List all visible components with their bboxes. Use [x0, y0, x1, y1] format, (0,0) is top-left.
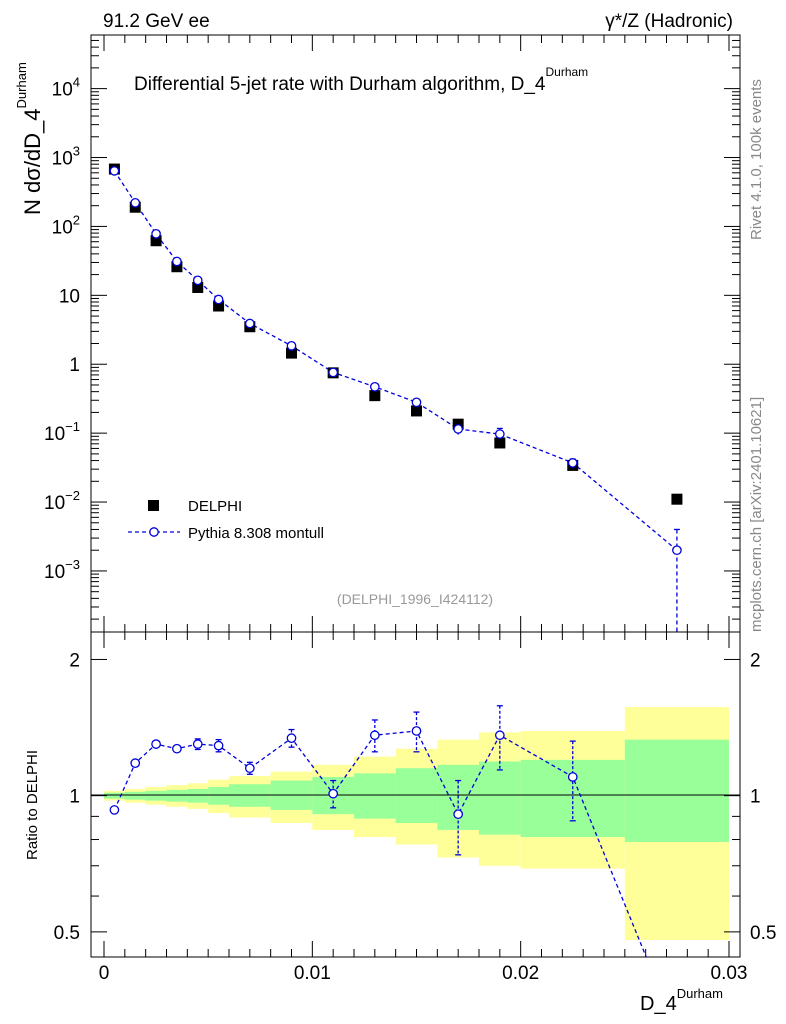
x-tick-label: 0.01: [294, 963, 331, 984]
x-axis-label-sup: Durham: [677, 986, 723, 1001]
main-y-tick-label: 10: [59, 286, 80, 307]
pythia-point: [494, 429, 505, 439]
ratio-green-band: [124, 791, 146, 800]
pythia-point: [213, 294, 224, 305]
delphi-point: [411, 405, 422, 417]
delphi-point: [213, 300, 225, 312]
x-axis-label-text: D_4: [640, 993, 677, 1015]
legend: DELPHI Pythia 8.308 montull: [128, 498, 324, 542]
main-y-tick-label: 1: [69, 355, 80, 376]
ratio-point: [130, 758, 141, 768]
ratio-point: [328, 788, 339, 799]
delphi-point: [150, 235, 162, 247]
ratio-green-band: [166, 789, 188, 802]
legend-delphi-label: DELPHI: [188, 498, 242, 515]
x-tick-label: 0.02: [502, 963, 539, 984]
process-label: γ*/Z (Hadronic): [605, 11, 733, 32]
x-tick-label: 0: [99, 963, 110, 984]
ratio-point: [244, 763, 255, 774]
pythia-point: [130, 197, 141, 208]
main-y-tick-label: 10−2: [44, 488, 80, 514]
ratio-green-band: [104, 792, 125, 799]
ratio-green-band: [229, 784, 271, 807]
main-ylabel-text: N dσ/dD_4: [20, 108, 45, 215]
ratio-point: [369, 730, 380, 741]
main-title: Differential 5-jet rate with Durham algo…: [134, 65, 588, 95]
ratio-point: [172, 743, 182, 754]
pythia-line: [113, 170, 678, 551]
main-y-tick-label: 104: [52, 75, 80, 101]
legend-pythia-marker: [149, 527, 159, 537]
ratio-green-band: [624, 739, 729, 842]
main-title-text: Differential 5-jet rate with Durham algo…: [134, 74, 546, 95]
pythia-point: [286, 340, 297, 351]
delphi-point: [192, 281, 204, 293]
main-y-tick-label: 10−1: [44, 419, 80, 445]
ratio-y-tick-label-right: 0.5: [750, 923, 776, 944]
pythia-point: [453, 424, 464, 434]
ratio-plot-frame: [90, 631, 741, 958]
ratio-y-tick-label: 1: [69, 787, 80, 808]
delphi-point: [171, 261, 183, 273]
delphi-point: [494, 437, 506, 449]
ratio-point: [453, 809, 464, 820]
pythia-point: [192, 275, 203, 286]
pythia-point: [567, 458, 578, 468]
pythia-point: [672, 545, 682, 556]
main-ylabel-sup: Durham: [14, 62, 29, 108]
ratio-point: [109, 805, 120, 815]
main-plot-frame: [90, 34, 741, 633]
main-ylabel: N dσ/dD_4Durham: [14, 62, 45, 215]
pythia-point: [244, 318, 255, 329]
ratio-green-band: [354, 773, 396, 819]
legend-delphi-marker: [148, 500, 159, 511]
delphi-point: [286, 347, 297, 359]
pythia-point: [109, 166, 120, 176]
energy-label: 91.2 GeV ee: [103, 11, 210, 32]
ratio-point: [494, 730, 505, 741]
pythia-point: [411, 397, 422, 408]
main-title-sup: Durham: [546, 65, 589, 79]
ratio-ylabel: Ratio to DELPHI: [24, 750, 41, 860]
ratio-green-band: [479, 761, 521, 835]
ratio-point: [192, 739, 203, 749]
ratio-y-tick-label-right: 2: [750, 650, 761, 671]
ratio-point: [286, 733, 297, 744]
rivet-version-label: Rivet 4.1.0, 100k events: [748, 79, 765, 240]
ratio-point: [411, 726, 422, 736]
main-y-tick-label: 102: [52, 212, 80, 238]
legend-pythia-label: Pythia 8.308 montull: [188, 525, 324, 542]
delphi-point: [369, 390, 381, 402]
pythia-point: [369, 381, 380, 392]
x-axis-label: D_4Durham: [640, 986, 723, 1015]
ratio-y-tick-label: 0.5: [54, 923, 80, 944]
pythia-point: [172, 256, 182, 267]
ratio-point: [567, 772, 578, 782]
ratio-point: [213, 740, 224, 751]
pythia-point: [328, 367, 339, 378]
pythia-point: [151, 229, 161, 239]
ratio-green-band: [208, 787, 229, 805]
ratio-green-band: [395, 768, 438, 824]
mcplots-label: mcplots.cern.ch [arXiv:2401.10621]: [748, 397, 765, 632]
main-y-tick-label: 10−3: [44, 557, 80, 583]
ratio-green-band: [187, 788, 209, 803]
ratio-y-tick-label: 2: [69, 650, 80, 671]
delphi-point: [671, 493, 683, 505]
main-y-tick-label: 103: [52, 144, 80, 170]
x-tick-label: 0.03: [711, 963, 748, 984]
analysis-tag: (DELPHI_1996_I424112): [337, 591, 493, 607]
ratio-y-tick-label-right: 1: [750, 787, 761, 808]
ratio-green-band: [145, 790, 167, 801]
ratio-point: [151, 739, 161, 749]
